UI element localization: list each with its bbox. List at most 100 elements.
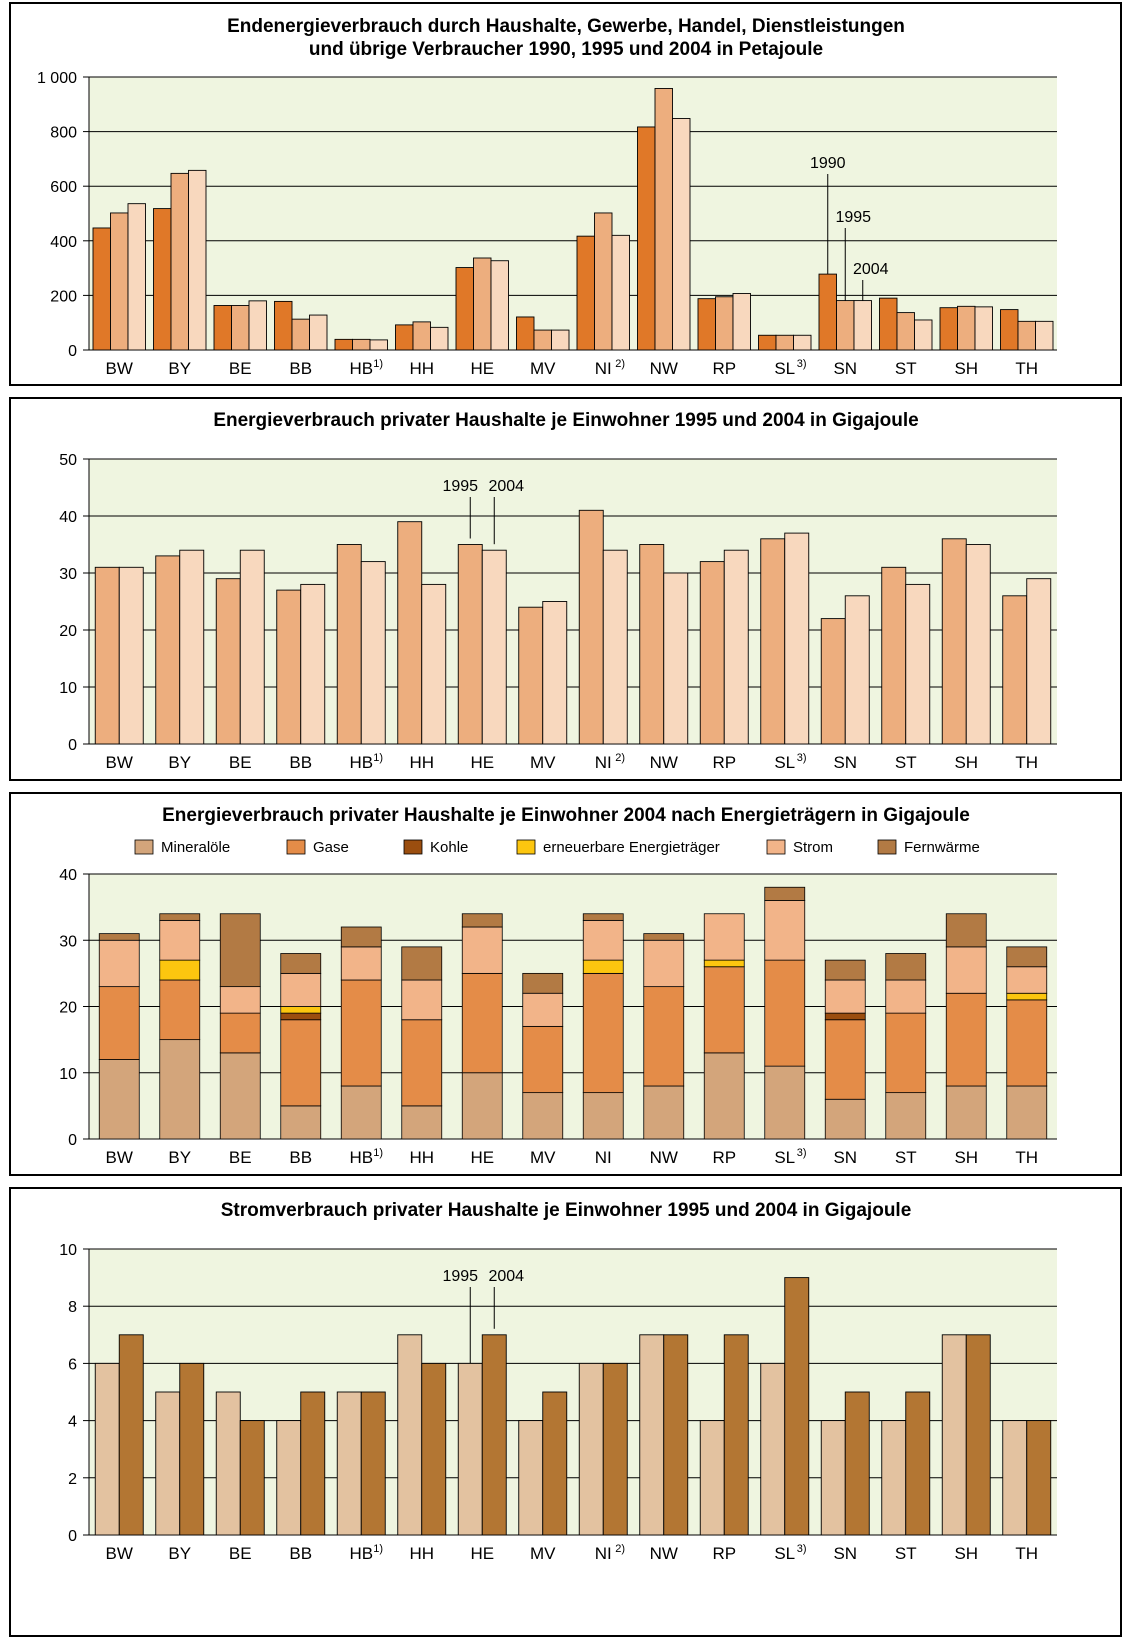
chart-title: und übrige Verbraucher 1990, 1995 und 20…	[309, 39, 823, 60]
bar-segment-TH	[1006, 999, 1048, 1087]
bar-HE-1995	[473, 257, 492, 351]
x-tick-label: HB	[349, 753, 373, 772]
bar-segment-SH	[945, 1085, 987, 1140]
bar-MV-1995	[518, 1420, 544, 1536]
bar-NI-1990	[576, 235, 595, 351]
bar-segment-SN	[824, 1012, 866, 1021]
annotation-label: 1995	[442, 1268, 478, 1285]
bar-HE-1995	[457, 544, 483, 745]
bar-segment-NW	[643, 939, 685, 988]
x-tick-label: RP	[712, 753, 736, 772]
x-tick-label: ST	[895, 359, 917, 378]
bar-segment-ST	[885, 979, 927, 1014]
footnote-marker: 1)	[373, 358, 383, 370]
legend-swatch	[286, 839, 306, 855]
x-tick-label: BE	[229, 1148, 252, 1167]
legend-swatch	[134, 839, 154, 855]
bar-segment-RP	[703, 966, 745, 1054]
bar-segment-NW	[643, 1085, 685, 1140]
x-tick-label: BB	[289, 359, 312, 378]
bar-BE-2004	[248, 300, 267, 351]
bar-TH-1995	[1002, 1420, 1028, 1536]
y-tick-label: 1 000	[37, 70, 77, 87]
y-tick-label: 2	[68, 1471, 77, 1488]
bar-NW-2004	[663, 572, 689, 745]
y-tick-label: 10	[59, 680, 77, 697]
bar-SL-1995	[775, 334, 794, 351]
bar-segment-HE	[461, 972, 503, 1074]
bar-BW-1990	[92, 227, 111, 351]
y-tick-label: 10	[59, 1066, 77, 1083]
bar-BB-1995	[276, 1420, 302, 1536]
bar-NI-2004	[611, 234, 630, 351]
bar-SH-1990	[939, 307, 958, 351]
legend-label: Fernwärme	[904, 839, 980, 856]
y-tick-label: 50	[59, 452, 77, 469]
x-tick-label: SN	[833, 753, 857, 772]
bar-MV-2004	[551, 329, 570, 351]
bar-ST-1995	[881, 566, 907, 745]
bar-SN-1995	[820, 1420, 846, 1536]
y-tick-label: 0	[68, 343, 77, 360]
bar-segment-BW	[98, 933, 140, 941]
bar-BY-1990	[153, 208, 172, 351]
bar-ST-2004	[905, 583, 931, 745]
annotation-label: 1995	[442, 478, 478, 495]
bar-SN-2004	[844, 1391, 870, 1536]
bar-SL-2004	[793, 334, 812, 351]
legend-label: erneuerbare Energieträger	[543, 839, 720, 856]
legend-label: Mineralöle	[161, 839, 230, 856]
bar-segment-RP	[703, 913, 745, 961]
footnote-marker: 1)	[373, 1147, 383, 1159]
bar-TH-2004	[1026, 578, 1052, 745]
bar-segment-NI	[582, 1092, 624, 1140]
bar-BW-1995	[94, 1362, 120, 1536]
bar-MV-1990	[516, 316, 535, 351]
bar-RP-2004	[723, 549, 749, 745]
bar-segment-BY	[159, 919, 201, 961]
x-tick-label: TH	[1015, 359, 1038, 378]
x-tick-label: TH	[1015, 1148, 1038, 1167]
bar-SL-1995	[760, 1362, 786, 1536]
chart-title: Energieverbrauch privater Haushalte je E…	[162, 805, 970, 826]
bar-segment-SL	[764, 886, 806, 901]
bar-HE-2004	[481, 1334, 507, 1536]
bar-BE-2004	[239, 1420, 265, 1536]
bar-segment-BY	[159, 913, 201, 921]
bar-MV-2004	[542, 1391, 568, 1536]
bar-segment-ST	[885, 1012, 927, 1094]
x-tick-label: HE	[470, 1148, 494, 1167]
bar-segment-HH	[401, 1019, 443, 1107]
bar-segment-NI	[582, 972, 624, 1094]
bar-SN-1990	[818, 273, 837, 351]
bar-SH-2004	[965, 1334, 991, 1536]
bar-BY-1995	[155, 555, 181, 745]
bar-ST-1995	[896, 312, 915, 351]
bar-segment-SL	[764, 1065, 806, 1140]
bar-segment-MV	[522, 992, 564, 1027]
x-tick-label: HB	[349, 359, 373, 378]
bar-BE-1990	[213, 305, 232, 351]
x-tick-label: HB	[349, 1544, 373, 1563]
x-tick-label: BW	[106, 1148, 133, 1167]
bar-segment-BE	[219, 986, 261, 1014]
bar-TH-1995	[1002, 595, 1028, 745]
bar-TH-2004	[1026, 1420, 1052, 1536]
bar-HH-2004	[430, 326, 449, 351]
bar-NW-1995	[654, 88, 673, 351]
x-tick-label: BE	[229, 753, 252, 772]
bar-HB-1995	[336, 544, 362, 745]
chart-title: Endenergieverbrauch durch Haushalte, Gew…	[227, 16, 905, 37]
x-tick-label: RP	[712, 359, 736, 378]
legend-label: Strom	[793, 839, 833, 856]
x-tick-label: BB	[289, 1544, 312, 1563]
x-tick-label: BY	[168, 1148, 191, 1167]
x-tick-label: BY	[168, 753, 191, 772]
annotation-label: 1995	[835, 209, 871, 226]
x-tick-label: NW	[650, 359, 678, 378]
bar-segment-NI	[582, 919, 624, 961]
bar-HB-1995	[336, 1391, 362, 1536]
x-tick-label: NI	[595, 753, 612, 772]
bar-segment-MV	[522, 1025, 564, 1094]
bar-segment-NW	[643, 933, 685, 941]
